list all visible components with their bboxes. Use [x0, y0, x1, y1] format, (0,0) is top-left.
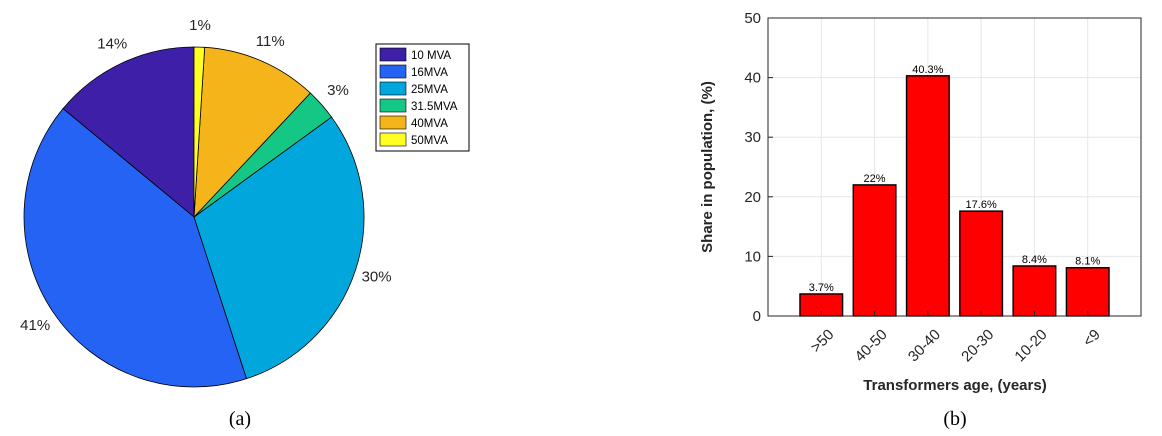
x-tick-label: >50	[807, 326, 837, 356]
legend-label-50mva: 50MVA	[411, 135, 448, 147]
legend-swatch-40mva	[379, 115, 407, 130]
bar-10-20	[1012, 265, 1057, 317]
pie-slice-50mva	[193, 46, 206, 218]
bar-30-40	[905, 75, 950, 317]
bar-40-50	[852, 184, 897, 317]
legend-swatch-10-mva	[379, 47, 407, 62]
bar-9	[1065, 267, 1110, 317]
legend-label-31-5mva: 31.5MVA	[411, 101, 458, 113]
y-tick-label: 10	[744, 248, 761, 265]
legend-swatch-31-5mva	[379, 98, 407, 113]
legend-swatch-25mva	[379, 81, 407, 96]
x-tick-label: <9	[1080, 326, 1104, 350]
bar-data-label: 8.1%	[1075, 256, 1100, 268]
bar-x-axis-label: Transformers age, (years)	[863, 377, 1046, 394]
pie-label-16mva: 41%	[20, 317, 50, 334]
pie-slice-25mva	[193, 116, 365, 380]
pie-slice-10-mva	[62, 46, 195, 218]
bar-data-label: 3.7%	[809, 282, 834, 294]
legend-label-40mva: 40MVA	[411, 118, 448, 130]
legend-label-10-mva: 10 MVA	[411, 50, 451, 62]
x-tick-label: 30-40	[905, 326, 944, 365]
legend-label-25mva: 25MVA	[411, 84, 448, 96]
bar-axes-box	[767, 17, 1142, 317]
pie-slice-16mva	[23, 108, 248, 388]
bar-data-labels: 3.7% 22% 40.3% 17.6% 8.4% 8.1%	[809, 64, 1101, 294]
pie-legend: 10 MVA 16MVA 25MVA 31.5MVA 40MVA 50MVA	[375, 43, 470, 152]
bar-data-label: 17.6%	[966, 199, 997, 211]
bar-x-ticks: >50 40-50 30-40 20-30 10-20 <9	[807, 311, 1104, 365]
pie-label-50mva: 1%	[189, 17, 211, 34]
bar-data-label: 22%	[864, 173, 886, 185]
bar-data-label: 8.4%	[1022, 254, 1047, 266]
pie-label-25mva: 30%	[362, 268, 392, 285]
x-tick-label: 10-20	[1011, 326, 1050, 365]
pie-label-31-5mva: 3%	[327, 82, 349, 99]
pie-label-40mva: 11%	[256, 33, 285, 50]
bar-plot-area	[768, 18, 1141, 316]
bar-chart-panel: 3.7% 22% 40.3% 17.6% 8.4% 8.1% 0 10 20 30 40 50 >5…	[699, 10, 1142, 430]
bar-y-ticks: 0 10 20 30 40 50	[744, 10, 773, 325]
bar-series	[799, 75, 1110, 317]
pie-value-labels: 14% 41% 30% 3% 11% 1%	[20, 17, 391, 334]
y-tick-label: 30	[744, 129, 761, 146]
y-tick-label: 50	[744, 10, 761, 27]
x-tick-label: 20-30	[958, 326, 997, 365]
bar-20-30	[959, 210, 1004, 317]
panel-label-b: (b)	[943, 408, 966, 430]
y-tick-label: 40	[744, 70, 761, 87]
pie-label-10-mva: 14%	[97, 35, 127, 52]
legend-swatch-16mva	[379, 64, 407, 79]
panel-label-a: (a)	[229, 408, 251, 430]
bar-y-axis-label: Share in population, (%)	[699, 81, 716, 253]
y-tick-label: 20	[744, 189, 761, 206]
legend-label-16mva: 16MVA	[411, 67, 448, 79]
bar-data-label: 40.3%	[912, 64, 943, 76]
x-tick-label: 40-50	[852, 326, 891, 365]
pie-slice-40mva	[193, 46, 311, 219]
y-tick-label: 0	[753, 308, 761, 325]
pie-chart-panel: 14% 41% 30% 3% 11% 1% 10 MVA 16MVA 25MVA 31.5MVA…	[20, 17, 470, 430]
pie-slices	[23, 46, 365, 388]
legend-swatch-50mva	[379, 132, 407, 147]
